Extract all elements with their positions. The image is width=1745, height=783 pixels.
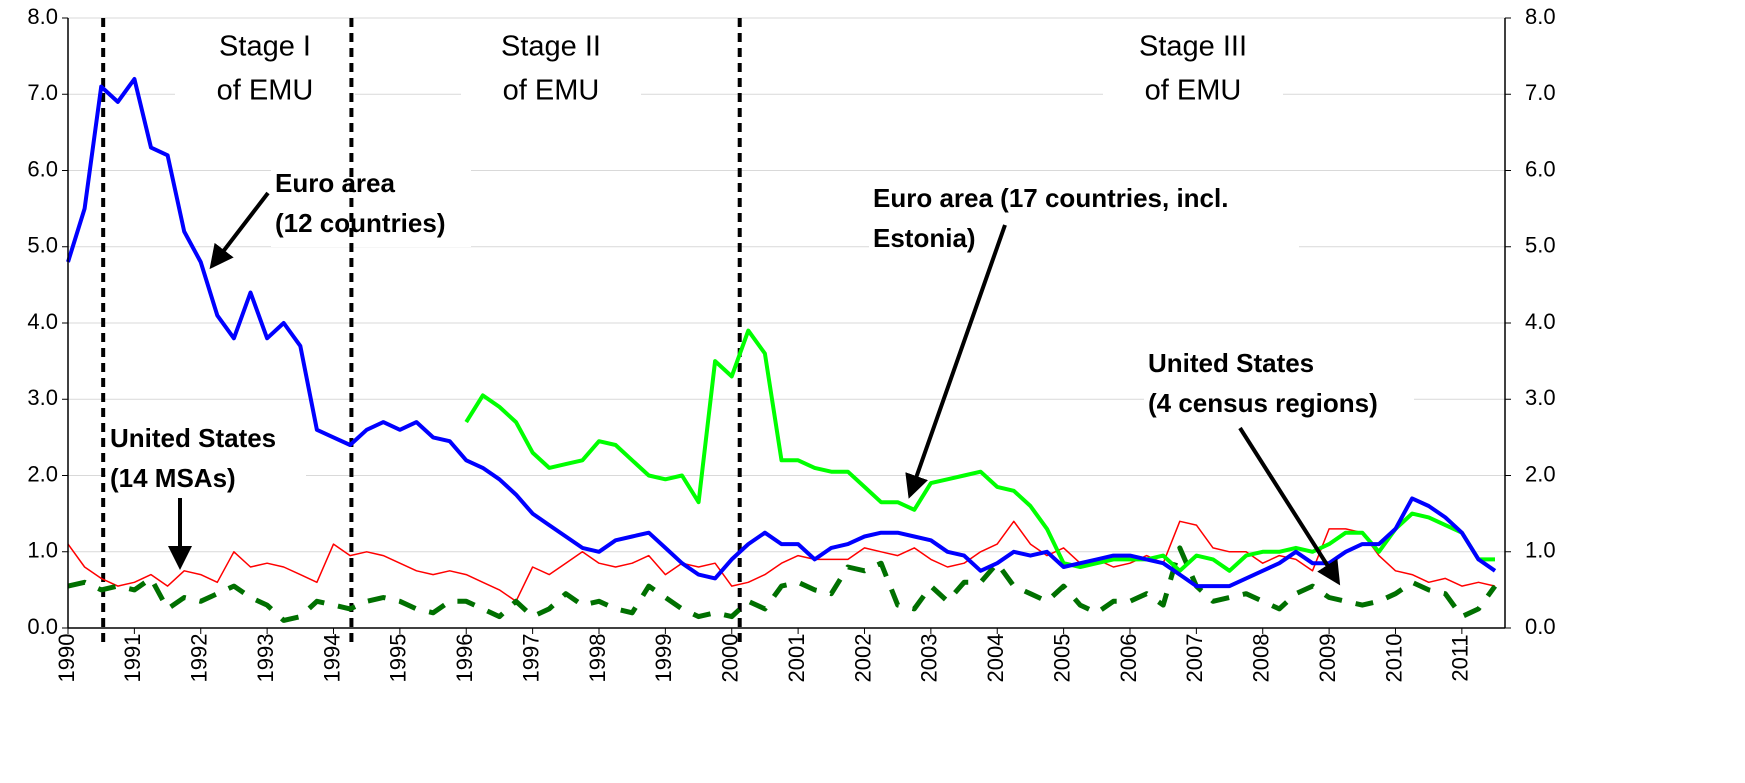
y-tick-label: 3.0 [27,385,58,410]
annotation: United States [1148,348,1314,378]
annotation: (14 MSAs) [110,463,236,493]
annotation-arrow [905,224,1007,499]
stage-label: of EMU [1145,75,1242,107]
y2-tick-label: 1.0 [1525,538,1556,563]
annotation-bg [1144,345,1414,427]
y2-tick-label: 0.0 [1525,614,1556,639]
x-tick-label: 1996 [452,634,477,683]
x-tick-label: 2008 [1249,634,1274,683]
y2-tick-label: 3.0 [1525,385,1556,410]
x-tick-label: 2002 [850,634,875,683]
x-tick-label: 2011 [1448,634,1473,681]
y-tick-label: 2.0 [27,461,58,486]
x-tick-label: 1993 [253,634,278,683]
stage-label: of EMU [503,75,600,107]
x-tick-label: 2007 [1182,634,1207,683]
annotation-arrow [1238,426,1341,586]
y2-tick-label: 4.0 [1525,309,1556,334]
stage-label-bg [461,28,641,112]
x-tick-label: 1994 [319,634,344,683]
y-tick-label: 4.0 [27,309,58,334]
y-tick-label: 6.0 [27,156,58,181]
y2-tick-label: 8.0 [1525,4,1556,29]
stage-label: Stage I [219,31,311,63]
annotation: Estonia) [873,223,976,253]
x-tick-label: 2009 [1315,634,1340,683]
annotation-arrow [209,191,270,270]
stage-label: of EMU [217,75,314,107]
stage-label: Stage II [501,31,601,63]
x-tick-label: 2005 [1049,634,1074,683]
y-tick-label: 8.0 [27,4,58,29]
stage-label: Stage III [1139,31,1247,63]
annotation-bg [869,180,1299,262]
x-tick-label: 1997 [518,634,543,683]
x-tick-label: 1991 [120,634,145,683]
annotation: Euro area (17 countries, incl. [873,183,1228,213]
x-tick-label: 2004 [983,634,1008,683]
stage-label-bg [1103,28,1283,112]
y2-tick-label: 2.0 [1525,461,1556,486]
annotation: (12 countries) [275,208,446,238]
x-tick-label: 1999 [651,634,676,683]
y2-tick-label: 7.0 [1525,80,1556,105]
x-tick-label: 2003 [917,634,942,683]
y-tick-label: 0.0 [27,614,58,639]
y-tick-label: 1.0 [27,538,58,563]
annotation-bg [106,420,306,502]
y-tick-label: 5.0 [27,233,58,258]
x-tick-label: 2001 [784,634,809,683]
y-tick-label: 7.0 [27,80,58,105]
x-tick-label: 2006 [1116,634,1141,683]
annotation: Euro area [275,168,395,198]
annotation-bg [271,165,471,247]
series-line [67,520,1496,603]
x-tick-label: 1998 [585,634,610,683]
x-tick-label: 1990 [54,634,79,683]
y2-tick-label: 5.0 [1525,233,1556,258]
stage-label-bg [175,28,355,112]
y2-tick-label: 6.0 [1525,156,1556,181]
annotation: (4 census regions) [1148,388,1378,418]
annotation: United States [110,423,276,453]
series-line [66,77,1497,589]
x-tick-label: 1992 [187,634,212,683]
series-line [464,328,1495,573]
series-line [67,545,1498,623]
x-tick-label: 2010 [1381,634,1406,683]
x-tick-label: 1995 [386,634,411,683]
